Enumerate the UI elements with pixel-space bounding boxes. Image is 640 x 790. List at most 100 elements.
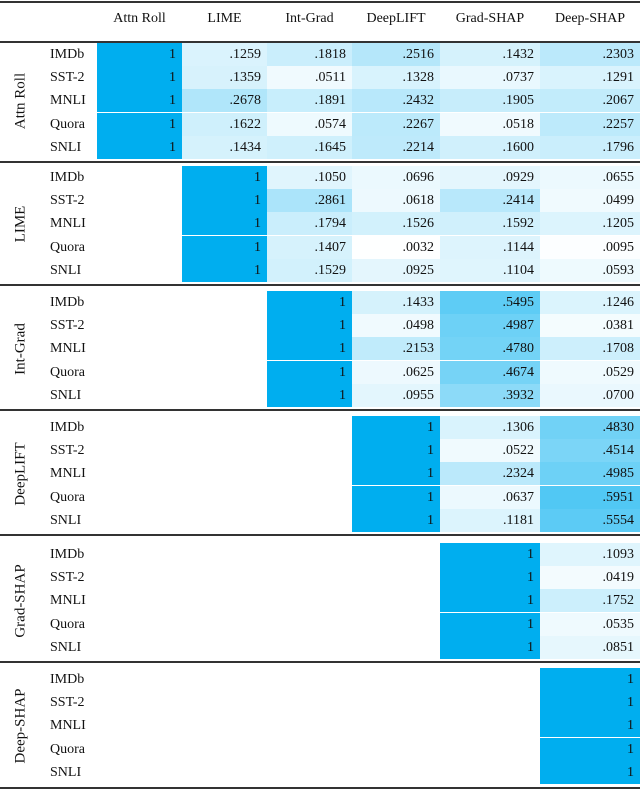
dataset-label: Quora xyxy=(50,116,85,132)
dataset-label: Quora xyxy=(50,489,85,505)
table-cell: .1407 xyxy=(267,235,352,259)
dataset-label: IMDb xyxy=(50,420,85,435)
table-cell: 1 xyxy=(267,314,352,338)
table-cell: 1 xyxy=(440,612,540,636)
dataset-label: SNLI xyxy=(50,639,82,655)
table-cell: .1526 xyxy=(352,212,440,236)
table-cell: .1891 xyxy=(267,89,352,113)
table-cell: 1 xyxy=(97,112,182,136)
table-cell: .0535 xyxy=(540,612,640,636)
column-header: Attn Roll xyxy=(113,11,166,26)
table-rule xyxy=(0,787,640,789)
table-cell: .1794 xyxy=(267,212,352,236)
dataset-label: IMDb xyxy=(50,47,85,62)
table-cell: .1050 xyxy=(267,166,352,189)
group-label-text: DeepLIFT xyxy=(12,441,29,506)
table-rule xyxy=(0,661,640,663)
table-cell: .0381 xyxy=(540,314,640,338)
table-cell: .2324 xyxy=(440,462,540,486)
table-cell: .5951 xyxy=(540,485,640,509)
table-cell: .0511 xyxy=(267,66,352,90)
dataset-label: SST-2 xyxy=(50,193,85,209)
table-cell: 1 xyxy=(540,737,640,761)
table-cell: .2303 xyxy=(540,43,640,66)
table-cell: .0593 xyxy=(540,258,640,282)
table-cell: 1 xyxy=(182,166,267,189)
table-cell: 1 xyxy=(352,439,440,463)
column-header: Deep-SHAP xyxy=(555,11,625,26)
table-cell: .2153 xyxy=(352,337,440,361)
table-cell: .1434 xyxy=(182,135,267,159)
dataset-label: MNLI xyxy=(50,93,86,109)
table-cell: 1 xyxy=(97,66,182,90)
group-label: Int-Grad xyxy=(0,291,42,406)
table-cell: .0655 xyxy=(540,166,640,189)
table-cell: 1 xyxy=(540,691,640,715)
dataset-label: IMDb xyxy=(50,547,85,562)
table-cell: .0032 xyxy=(402,239,435,255)
table-cell: .5554 xyxy=(540,508,640,532)
table-rule xyxy=(0,41,640,43)
table-cell: .0955 xyxy=(352,383,440,407)
dataset-label: SNLI xyxy=(50,512,82,528)
table-cell: .1093 xyxy=(540,543,640,566)
group-label: Attn Roll xyxy=(0,43,42,158)
dataset-label: Quora xyxy=(50,741,85,757)
table-cell: .2861 xyxy=(267,189,352,213)
table-cell: .1752 xyxy=(540,589,640,613)
table-cell: 1 xyxy=(352,462,440,486)
table-cell: 1 xyxy=(97,43,182,66)
group-label-text: Attn Roll xyxy=(12,72,29,129)
table-cell: 1 xyxy=(540,668,640,691)
table-cell: 1 xyxy=(267,360,352,384)
dataset-label: SST-2 xyxy=(50,443,85,459)
table-cell: .1144 xyxy=(440,235,540,259)
dataset-label: Quora xyxy=(50,239,85,255)
table-rule xyxy=(0,284,640,286)
table-cell: .1818 xyxy=(267,43,352,66)
table-cell: .0637 xyxy=(440,485,540,509)
table-cell: .2432 xyxy=(352,89,440,113)
table-cell: .2214 xyxy=(352,135,440,159)
table-cell: .1905 xyxy=(440,89,540,113)
table-cell: .4987 xyxy=(440,314,540,338)
table-cell: 1 xyxy=(352,416,440,439)
table-cell: .4674 xyxy=(440,360,540,384)
group-label: DeepLIFT xyxy=(0,416,42,531)
table-cell: .0522 xyxy=(440,439,540,463)
dataset-label: MNLI xyxy=(50,216,86,232)
group-label-text: Deep-SHAP xyxy=(12,688,29,763)
table-cell: 1 xyxy=(97,135,182,159)
table-cell: .4514 xyxy=(540,439,640,463)
table-cell: .1359 xyxy=(182,66,267,90)
table-cell: 1 xyxy=(352,508,440,532)
table-cell: .2067 xyxy=(540,89,640,113)
table-cell: .0696 xyxy=(352,166,440,189)
dataset-label: SNLI xyxy=(50,387,82,403)
table-cell: .1306 xyxy=(440,416,540,439)
dataset-label: Quora xyxy=(50,364,85,380)
table-cell: 1 xyxy=(540,760,640,784)
table-cell: .1181 xyxy=(440,508,540,532)
dataset-label: IMDb xyxy=(50,170,85,185)
table-cell: .1708 xyxy=(540,337,640,361)
table-cell: .0095 xyxy=(602,239,635,255)
table-cell: .0929 xyxy=(440,166,540,189)
table-cell: .0498 xyxy=(352,314,440,338)
table-cell: .2257 xyxy=(540,112,640,136)
dataset-label: SST-2 xyxy=(50,570,85,586)
table-rule xyxy=(0,409,640,411)
dataset-label: SNLI xyxy=(50,139,82,155)
table-cell: .1432 xyxy=(440,43,540,66)
group-label: LIME xyxy=(0,166,42,281)
table-cell: 1 xyxy=(97,89,182,113)
column-header: LIME xyxy=(207,11,242,26)
table-cell: .0700 xyxy=(540,383,640,407)
table-cell: .1592 xyxy=(440,212,540,236)
table-rule xyxy=(0,534,640,536)
group-label-text: Grad-SHAP xyxy=(12,563,29,638)
table-cell: .3932 xyxy=(440,383,540,407)
table-rule xyxy=(0,161,640,163)
table-cell: .0618 xyxy=(352,189,440,213)
table-cell: .0419 xyxy=(540,566,640,590)
